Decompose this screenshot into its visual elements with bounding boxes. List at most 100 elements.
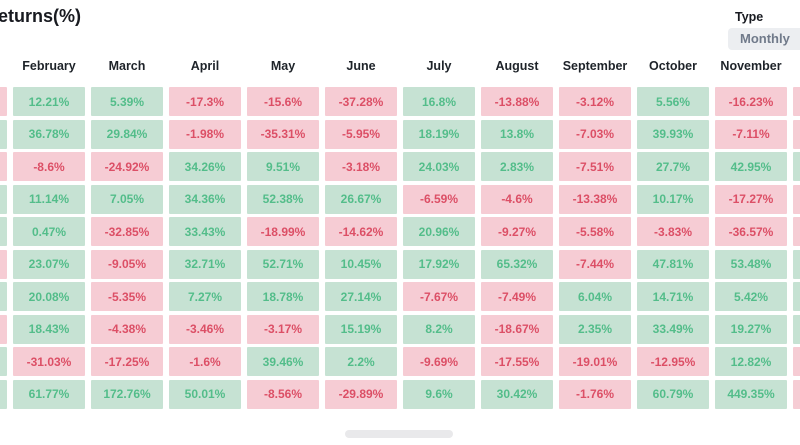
return-cell-june: 15.19% xyxy=(325,314,397,344)
return-cell-august: 13.8% xyxy=(481,119,553,149)
return-cell-june: -29.89% xyxy=(325,379,397,409)
return-cell-july: 16.8% xyxy=(403,87,475,116)
return-cell-july: -7.67% xyxy=(403,282,475,311)
return-cell-april: 33.43% xyxy=(169,217,241,246)
monthly-returns-table: February March April May June July August Septe… xyxy=(0,58,800,409)
table-row: 23.07% -9.05% 32.71% 52.71% 10.45% 17.92% 65.3… xyxy=(0,249,800,279)
table-row: 61.77% 172.76% 50.01% -8.56% -29.89% 9.6% 30.4… xyxy=(0,379,800,409)
return-cell-september: -3.12% xyxy=(559,87,631,116)
return-cell-may: 52.71% xyxy=(247,249,319,279)
return-cell-may: -18.99% xyxy=(247,217,319,246)
return-cell-february: 12.21% xyxy=(13,87,85,116)
table-row: 18.43% -4.38% -3.46% -3.17% 15.19% 8.2% -18.67… xyxy=(0,314,800,344)
return-cell-november: 19.27% xyxy=(715,314,787,344)
column-header-march: March xyxy=(108,59,146,73)
return-cell-may: -15.6% xyxy=(247,87,319,116)
return-cell-october: 5.56% xyxy=(637,87,709,116)
table-row: 20.08% -5.35% 7.27% 18.78% 27.14% -7.67% -7.49… xyxy=(0,282,800,311)
return-cell-february: 61.77% xyxy=(13,379,85,409)
return-cell-september: -5.58% xyxy=(559,217,631,246)
return-cell-december xyxy=(793,184,800,214)
horizontal-scrollbar-thumb[interactable] xyxy=(345,430,453,438)
return-cell-august: 2.83% xyxy=(481,152,553,181)
return-cell-august: -13.88% xyxy=(481,87,553,116)
column-header-december xyxy=(793,58,800,74)
return-cell-february: 20.08% xyxy=(13,282,85,311)
return-cell-july: 20.96% xyxy=(403,217,475,246)
return-cell-february: 36.78% xyxy=(13,119,85,149)
return-cell-april: -1.6% xyxy=(169,347,241,376)
return-cell-march: -24.92% xyxy=(91,152,163,181)
return-cell-november: -17.27% xyxy=(715,184,787,214)
return-cell-june: -14.62% xyxy=(325,217,397,246)
return-cell-december xyxy=(793,314,800,344)
return-cell-september: -19.01% xyxy=(559,347,631,376)
return-cell-june: 27.14% xyxy=(325,282,397,311)
return-cell-november: 53.48% xyxy=(715,249,787,279)
return-cell-may: 52.38% xyxy=(247,184,319,214)
return-cell-june: 2.2% xyxy=(325,347,397,376)
return-cell-december xyxy=(793,217,800,246)
return-cell-february: 11.14% xyxy=(13,184,85,214)
return-cell-january xyxy=(0,184,7,214)
return-cell-january xyxy=(0,314,7,344)
return-cell-january xyxy=(0,282,7,311)
column-header-november: November xyxy=(720,59,782,73)
return-cell-march: -9.05% xyxy=(91,249,163,279)
page-title: eturns(%) xyxy=(0,6,82,26)
return-cell-october: 60.79% xyxy=(637,379,709,409)
return-cell-february: -31.03% xyxy=(13,347,85,376)
return-cell-october: 47.81% xyxy=(637,249,709,279)
table-row: 12.21% 5.39% -17.3% -15.6% -37.28% 16.8% -13.8… xyxy=(0,87,800,116)
return-cell-october: 27.7% xyxy=(637,152,709,181)
return-cell-april: -17.3% xyxy=(169,87,241,116)
return-cell-september: -1.76% xyxy=(559,379,631,409)
table-row: -8.6% -24.92% 34.26% 9.51% -3.18% 24.03% 2.83%… xyxy=(0,152,800,181)
column-header-october: October xyxy=(649,59,697,73)
return-cell-october: 14.71% xyxy=(637,282,709,311)
column-header-january xyxy=(0,58,7,74)
return-cell-december xyxy=(793,152,800,181)
type-select[interactable]: Monthly xyxy=(728,28,800,50)
table-row: -31.03% -17.25% -1.6% 39.46% 2.2% -9.69% -17.5… xyxy=(0,347,800,376)
return-cell-june: -37.28% xyxy=(325,87,397,116)
return-cell-october: -12.95% xyxy=(637,347,709,376)
return-cell-august: 30.42% xyxy=(481,379,553,409)
return-cell-january xyxy=(0,119,7,149)
return-cell-july: 24.03% xyxy=(403,152,475,181)
column-header-may: May xyxy=(270,59,296,73)
return-cell-april: 7.27% xyxy=(169,282,241,311)
return-cell-july: 8.2% xyxy=(403,314,475,344)
return-cell-august: -17.55% xyxy=(481,347,553,376)
return-cell-november: 449.35% xyxy=(715,379,787,409)
return-cell-march: 5.39% xyxy=(91,87,163,116)
return-cell-march: -32.85% xyxy=(91,217,163,246)
return-cell-july: -6.59% xyxy=(403,184,475,214)
return-cell-july: 9.6% xyxy=(403,379,475,409)
return-cell-april: 32.71% xyxy=(169,249,241,279)
return-cell-january xyxy=(0,217,7,246)
return-cell-october: 33.49% xyxy=(637,314,709,344)
table-row: 0.47% -32.85% 33.43% -18.99% -14.62% 20.96% -9… xyxy=(0,217,800,246)
table-header-row: February March April May June July August Septe… xyxy=(0,58,800,74)
return-cell-november: -7.11% xyxy=(715,119,787,149)
return-cell-may: 18.78% xyxy=(247,282,319,311)
return-cell-august: 65.32% xyxy=(481,249,553,279)
return-cell-september: 6.04% xyxy=(559,282,631,311)
table-body: 12.21% 5.39% -17.3% -15.6% -37.28% 16.8% -13.8… xyxy=(0,87,800,409)
return-cell-january xyxy=(0,249,7,279)
return-cell-january xyxy=(0,347,7,376)
return-cell-june: 10.45% xyxy=(325,249,397,279)
return-cell-may: -8.56% xyxy=(247,379,319,409)
return-cell-april: 34.26% xyxy=(169,152,241,181)
return-cell-august: -7.49% xyxy=(481,282,553,311)
return-cell-november: 42.95% xyxy=(715,152,787,181)
return-cell-february: 18.43% xyxy=(13,314,85,344)
return-cell-december xyxy=(793,119,800,149)
column-header-february: February xyxy=(22,59,76,73)
return-cell-september: -7.03% xyxy=(559,119,631,149)
return-cell-october: 10.17% xyxy=(637,184,709,214)
return-cell-april: -3.46% xyxy=(169,314,241,344)
return-cell-august: -9.27% xyxy=(481,217,553,246)
